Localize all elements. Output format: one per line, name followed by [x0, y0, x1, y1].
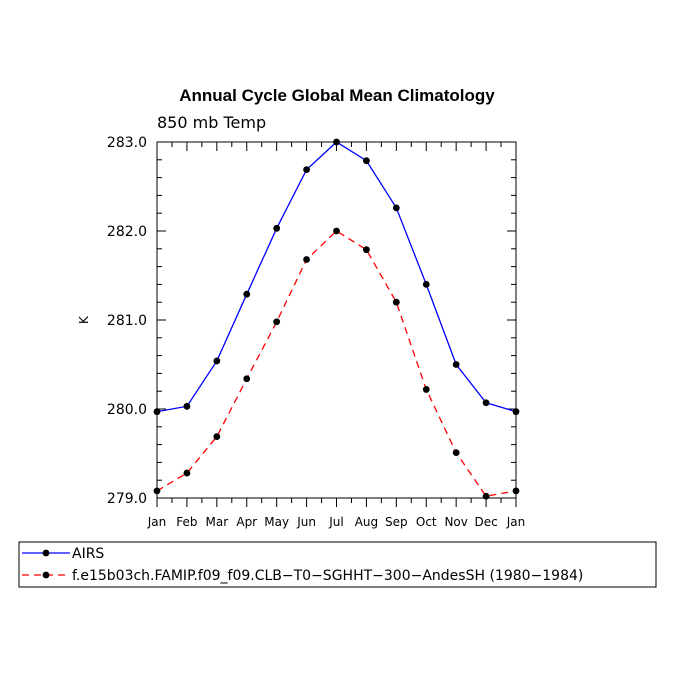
data-point	[512, 487, 520, 495]
data-point	[482, 492, 490, 500]
x-tick-label: Jul	[328, 515, 343, 529]
data-point	[213, 357, 221, 365]
data-point	[422, 281, 430, 288]
legend-marker	[42, 571, 50, 579]
x-tick-label: Mar	[206, 515, 229, 529]
data-point	[363, 246, 370, 254]
data-point	[392, 204, 400, 212]
y-tick-label: 280.0	[107, 402, 147, 418]
data-point	[482, 399, 490, 407]
y-axis-label: K	[77, 315, 91, 324]
legend-label: AIRS	[72, 546, 104, 562]
data-point	[303, 256, 310, 263]
data-point	[333, 227, 340, 235]
data-point	[333, 138, 340, 146]
data-point	[452, 361, 460, 368]
x-tick-labels: Jan Feb Mar Apr May Jun Jul Aug Sep Oct Nov Dec Jan	[147, 515, 526, 529]
chart-subtitle: 850 mb Temp	[157, 113, 266, 132]
data-point	[303, 166, 310, 173]
x-tick-label: Apr	[236, 515, 257, 529]
legend-marker	[42, 549, 50, 557]
y-tick-label: 279.0	[107, 491, 147, 507]
x-tick-label: Jun	[296, 515, 316, 529]
x-tick-label: Jan	[506, 515, 526, 529]
axis-ticks	[156, 141, 517, 507]
series-group	[153, 138, 520, 500]
data-point	[273, 318, 281, 326]
data-point	[243, 375, 251, 383]
legend: AIRS f.e15b03ch.FAMIP.f09_f09.CLB−T0−SGHH…	[22, 546, 583, 584]
y-tick-labels: 279.0 280.0 281.0 282.0 283.0	[107, 135, 147, 507]
y-tick-label: 282.0	[107, 224, 147, 240]
data-point	[392, 298, 400, 306]
series-line	[156, 230, 517, 497]
data-point	[153, 408, 161, 416]
data-point	[512, 408, 520, 416]
x-tick-label: May	[264, 515, 289, 529]
series-line	[156, 141, 517, 413]
x-tick-label: Aug	[355, 515, 378, 529]
data-point	[243, 290, 251, 298]
legend-label: f.e15b03ch.FAMIP.f09_f09.CLB−T0−SGHHT−30…	[72, 568, 583, 584]
x-tick-label: Sep	[385, 515, 408, 529]
x-tick-label: Dec	[474, 515, 497, 529]
data-point	[183, 402, 191, 410]
data-point	[213, 433, 221, 440]
data-point	[183, 469, 191, 477]
y-tick-label: 281.0	[107, 313, 147, 329]
x-tick-label: Oct	[416, 515, 437, 529]
x-tick-label: Nov	[444, 515, 467, 529]
y-tick-label: 283.0	[107, 135, 147, 151]
x-tick-label: Feb	[176, 515, 197, 529]
x-tick-label: Jan	[147, 515, 167, 529]
chart-title: Annual Cycle Global Mean Climatology	[179, 86, 495, 105]
data-point	[422, 386, 430, 393]
data-point	[452, 449, 460, 457]
data-point	[363, 157, 370, 165]
data-point	[153, 487, 161, 495]
legend-box	[18, 541, 657, 588]
data-point	[273, 224, 281, 232]
